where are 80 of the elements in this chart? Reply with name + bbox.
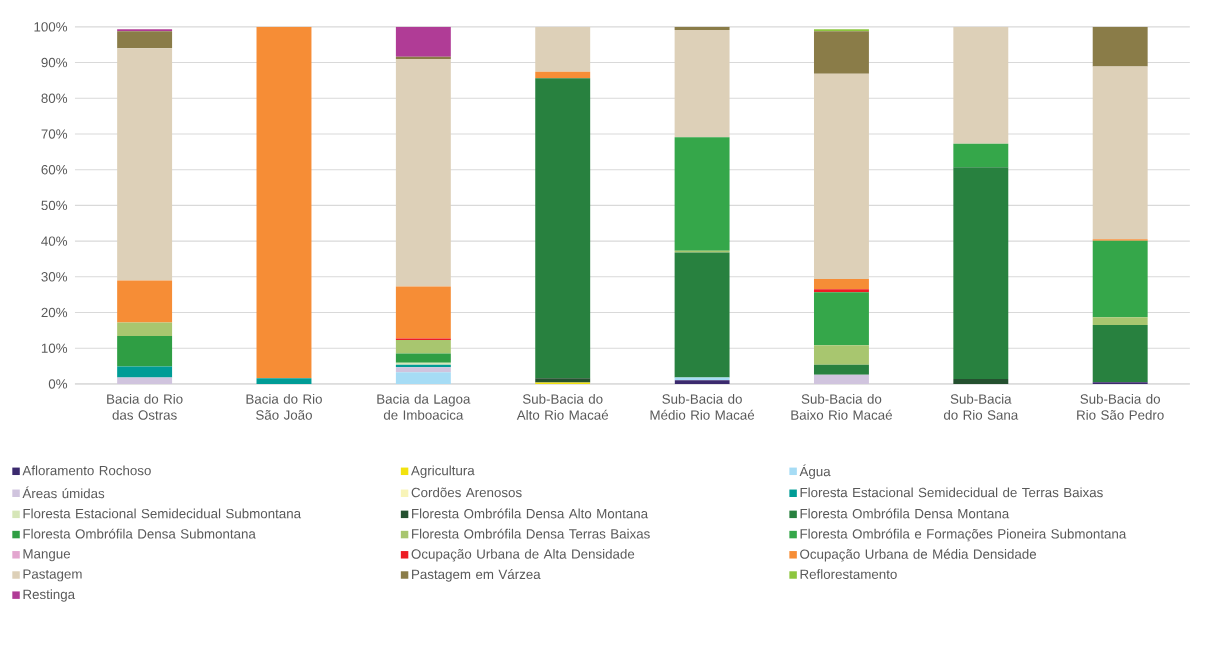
y-tick-label: 70% [41,129,68,139]
bar [813,364,869,375]
bar [117,322,173,337]
bar [1092,317,1148,326]
bar [535,26,591,72]
y-tick-label: 60% [41,164,68,175]
x-tick-label: Bacia do Rio São João [246,393,322,420]
bar [535,71,591,79]
bar [674,137,730,251]
y-tick-label: 30% [41,272,68,282]
bar [953,143,1009,168]
bar [813,292,869,346]
legend-label: Mangue [23,549,71,562]
bar [1092,240,1148,318]
x-tick-label: Bacia do Rio das Ostras [107,393,183,420]
legend-label: Restinga [23,589,76,602]
y-tick-label: 0% [48,379,68,389]
bar [395,26,451,57]
bar [256,26,312,379]
legend-label: Água [799,464,831,479]
bar [395,353,451,363]
bar [395,59,451,287]
bar [256,378,312,384]
bar [395,340,451,354]
x-tick-label: Sub-Bacia do Alto Rio Macaé [516,393,609,420]
bar [117,366,173,378]
bar [953,26,1009,144]
legend-label: Afloramento Rochoso [22,465,151,476]
bar [1092,26,1148,67]
legend-label: Floresta Ombrófila Densa Montana [800,508,1010,519]
x-tick-label: Sub-Bacia do Médio Rio Macaé [650,393,755,420]
bar [674,30,730,138]
bar [395,56,451,60]
bar [117,48,173,281]
legend-label: Floresta Ombrófila Densa Submontana [23,528,256,539]
bar [813,73,869,279]
bar [395,286,451,339]
bar [813,31,869,74]
y-tick-label: 100% [34,22,68,32]
legend-label: Ocupação Urbana de Alta Densidade [411,548,635,562]
bar [117,280,173,323]
bar [813,278,869,290]
bar [117,377,173,384]
bar [395,372,451,384]
legend-label: Floresta Estacional Semidecidual de Terras Baixas [800,487,1103,498]
bar [395,367,451,373]
y-tick-label: 50% [41,200,68,211]
bar [953,167,1009,379]
bar [953,378,1009,384]
bar [813,374,869,384]
bar [674,252,730,378]
x-tick-label: Sub-Bacia do Rio São Pedro [1077,393,1164,420]
legend-label: Agricultura [410,465,475,478]
legend-label: Pastagem [23,569,82,582]
bar [535,78,591,379]
bar [813,345,869,365]
x-tick-label: Bacia da Lagoa de Imboacica [377,393,471,420]
legend-label: Cordões Arenosos [411,487,522,498]
bar [535,378,591,383]
bar [117,336,173,367]
bar [813,289,869,293]
x-tick-label: Sub-Bacia do Rio Sana [943,393,1019,420]
bar [674,26,730,31]
legend-label: Floresta Ombrófila Densa Terras Baixas [412,528,650,539]
bar [1092,325,1148,383]
bar [1092,66,1148,240]
legend-label: Floresta Ombrófila Densa Alto Montana [412,508,649,519]
x-tick-label: Sub-Bacia do Baixo Rio Macaé [791,393,892,420]
legend-label: Floresta Ombrófila e Formações Pioneira Submontana [800,528,1127,542]
y-tick-label: 20% [41,307,68,318]
y-tick-label: 90% [41,57,68,68]
legend-label: Áreas úmidas [22,486,105,499]
y-tick-label: 80% [41,93,68,103]
y-tick-label: 40% [41,236,68,246]
legend-label: Floresta Estacional Semidecidual Submontana [23,508,302,519]
legend-label: Ocupação Urbana de Média Densidade [800,548,1037,562]
y-tick-label: 10% [41,343,68,353]
legend-label: Pastagem em Várzea [412,569,541,582]
legend-label: Reflorestamento [800,569,897,579]
bar [117,31,173,49]
